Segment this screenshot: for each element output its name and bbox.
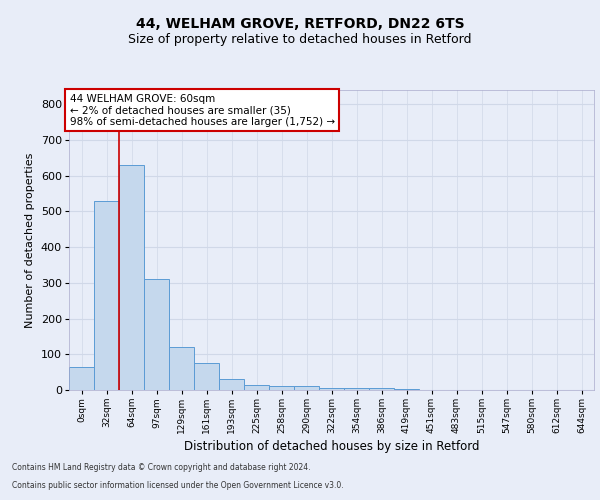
Text: 44, WELHAM GROVE, RETFORD, DN22 6TS: 44, WELHAM GROVE, RETFORD, DN22 6TS (136, 18, 464, 32)
Bar (244, 384, 269, 390)
Bar (369, 388, 394, 390)
Bar (269, 386, 294, 390)
Bar (169, 347, 194, 390)
Text: Contains public sector information licensed under the Open Government Licence v3: Contains public sector information licen… (12, 481, 344, 490)
Bar (119, 165, 144, 390)
Bar (94, 200, 119, 390)
Bar (294, 386, 319, 390)
Bar (344, 388, 369, 390)
Bar (144, 280, 169, 390)
Bar (194, 363, 219, 390)
Bar (394, 389, 419, 390)
X-axis label: Distribution of detached houses by size in Retford: Distribution of detached houses by size … (184, 440, 479, 454)
Y-axis label: Number of detached properties: Number of detached properties (25, 152, 35, 328)
Text: Size of property relative to detached houses in Retford: Size of property relative to detached ho… (128, 32, 472, 46)
Bar (219, 380, 244, 390)
Text: Contains HM Land Registry data © Crown copyright and database right 2024.: Contains HM Land Registry data © Crown c… (12, 464, 311, 472)
Bar (69, 367, 94, 390)
Bar (319, 388, 344, 390)
Text: 44 WELHAM GROVE: 60sqm
← 2% of detached houses are smaller (35)
98% of semi-deta: 44 WELHAM GROVE: 60sqm ← 2% of detached … (70, 94, 335, 127)
